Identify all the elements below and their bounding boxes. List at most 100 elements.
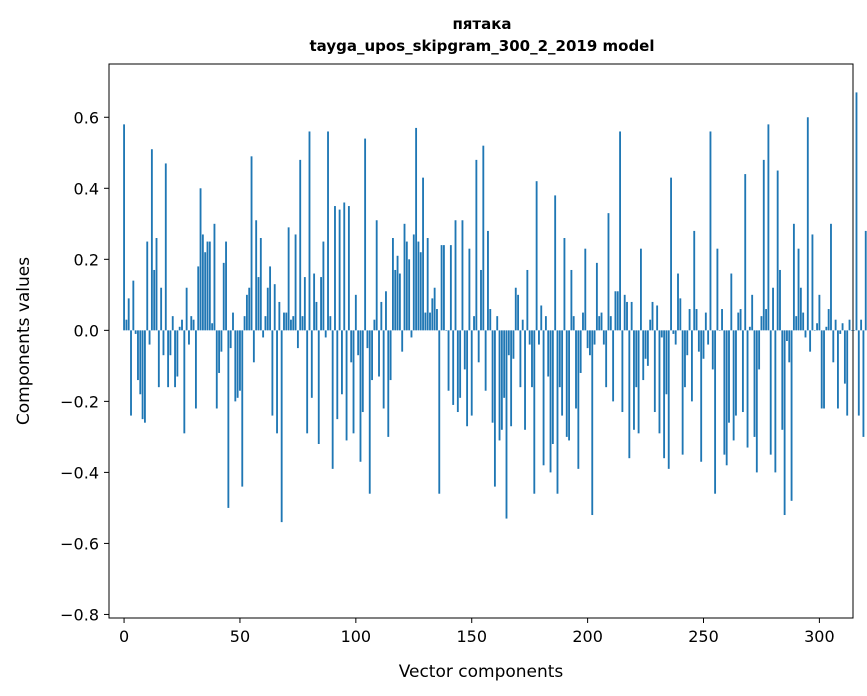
x-tick-label: 150 — [456, 627, 487, 646]
bar — [595, 262, 598, 331]
bar — [276, 330, 278, 434]
bar — [431, 298, 434, 331]
bar — [146, 241, 149, 331]
bar — [568, 330, 570, 441]
x-tick-label: 0 — [119, 627, 129, 646]
bar — [229, 330, 232, 349]
bar — [517, 294, 520, 331]
bar — [190, 316, 193, 331]
bar — [301, 316, 304, 331]
bar — [250, 156, 253, 331]
bar — [549, 330, 552, 473]
bar — [199, 188, 202, 331]
bar — [744, 174, 747, 331]
bar — [306, 330, 309, 434]
bar — [670, 177, 672, 331]
bar — [294, 234, 297, 331]
bar — [167, 330, 170, 388]
bar — [626, 301, 628, 331]
bar — [512, 330, 515, 359]
bar — [132, 280, 135, 331]
bar — [422, 177, 424, 331]
bar — [746, 330, 749, 448]
bar — [148, 330, 151, 345]
bar — [586, 330, 589, 349]
bar — [410, 330, 413, 338]
bar — [739, 309, 742, 331]
bar — [575, 330, 577, 409]
bar — [772, 287, 774, 331]
bar — [547, 330, 550, 377]
bar — [558, 330, 561, 388]
bar — [598, 316, 601, 331]
bar — [711, 330, 714, 370]
bar — [723, 330, 726, 455]
bar — [169, 330, 172, 356]
bar — [266, 287, 269, 331]
bar — [313, 273, 316, 331]
bar — [273, 284, 276, 331]
bar — [364, 138, 367, 331]
y-axis-ticks: −0.8 −0.6 −0.4 −0.2 0.0 0.2 0.4 0.6 — [60, 108, 109, 624]
bar — [651, 301, 654, 331]
bar — [526, 269, 529, 331]
bar — [816, 323, 818, 331]
bar — [245, 294, 248, 331]
bar — [577, 330, 580, 469]
bar — [489, 309, 492, 331]
bar — [718, 330, 721, 331]
bar — [387, 330, 390, 437]
bar — [271, 330, 274, 416]
bar — [248, 287, 251, 331]
bar — [378, 330, 380, 377]
bar — [398, 273, 401, 331]
bar — [493, 330, 496, 487]
bar — [737, 312, 740, 331]
bar — [864, 230, 867, 331]
bar — [755, 330, 758, 473]
bar — [243, 316, 246, 331]
bar — [473, 316, 475, 331]
bar — [350, 330, 353, 363]
y-tick-label: 0.4 — [74, 179, 99, 198]
bar — [241, 330, 244, 487]
bar — [408, 259, 411, 331]
bar — [192, 319, 195, 331]
bar — [144, 330, 146, 423]
bar — [818, 294, 821, 331]
x-tick-label: 50 — [230, 627, 250, 646]
bar — [334, 206, 336, 331]
bar — [125, 319, 128, 331]
bar — [373, 319, 376, 331]
bar — [751, 294, 754, 331]
bar — [164, 163, 167, 331]
bar — [371, 330, 373, 381]
bar — [572, 316, 575, 331]
bar — [728, 330, 730, 423]
bar — [570, 269, 573, 331]
bar — [630, 301, 633, 331]
bar — [357, 330, 360, 356]
bar — [563, 238, 566, 331]
bar — [593, 330, 596, 345]
bar — [660, 330, 663, 338]
bar — [505, 330, 508, 519]
bar — [797, 248, 800, 331]
bar — [361, 330, 364, 413]
bar — [614, 291, 617, 331]
bar — [496, 316, 499, 331]
bar — [178, 326, 181, 331]
bar — [804, 330, 807, 338]
bar — [222, 262, 225, 331]
bar — [466, 330, 469, 427]
bar — [461, 220, 464, 331]
bar — [338, 209, 341, 331]
bar — [621, 330, 624, 413]
bar — [211, 323, 214, 331]
bar — [656, 305, 659, 331]
bar — [459, 330, 462, 398]
bar — [436, 309, 438, 331]
bar — [303, 277, 306, 331]
bar — [781, 330, 784, 430]
bar — [802, 312, 805, 331]
